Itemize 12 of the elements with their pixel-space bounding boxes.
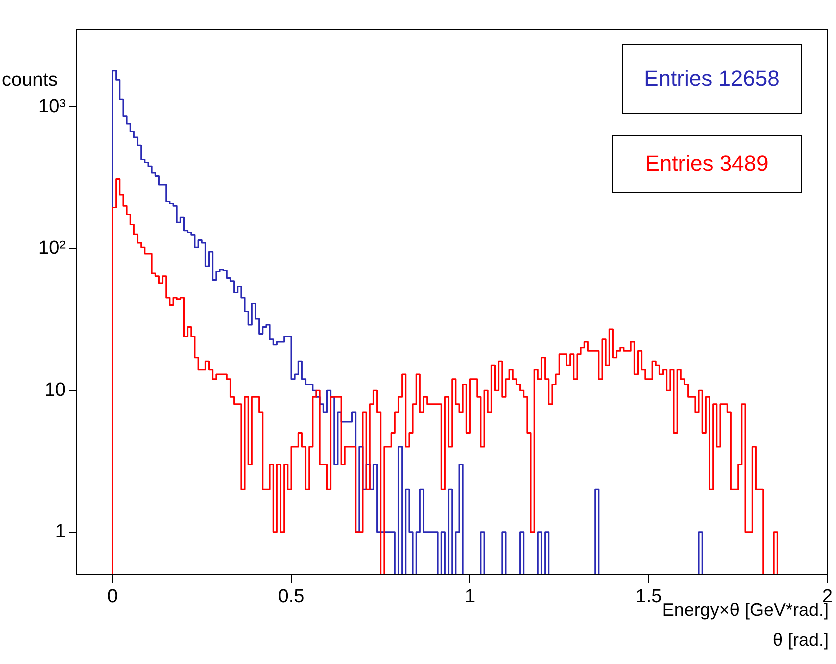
x-tick-label: 0 <box>107 586 118 608</box>
y-tick-label: 10³ <box>38 96 66 118</box>
annotation: Entries 12658 <box>622 44 802 114</box>
y-tick-label: 10² <box>38 238 66 260</box>
annotation: Entries 3489 <box>612 135 802 193</box>
y-tick-label: 1 <box>55 522 66 543</box>
y-axis-title: counts <box>2 70 58 92</box>
y-tick-label: 10 <box>44 380 66 401</box>
x-tick-label: 1 <box>464 586 476 608</box>
text: θ [rad.] <box>772 630 829 651</box>
x-tick-label: 0.5 <box>278 586 305 608</box>
x-tick-label: 1.5 <box>636 586 662 608</box>
